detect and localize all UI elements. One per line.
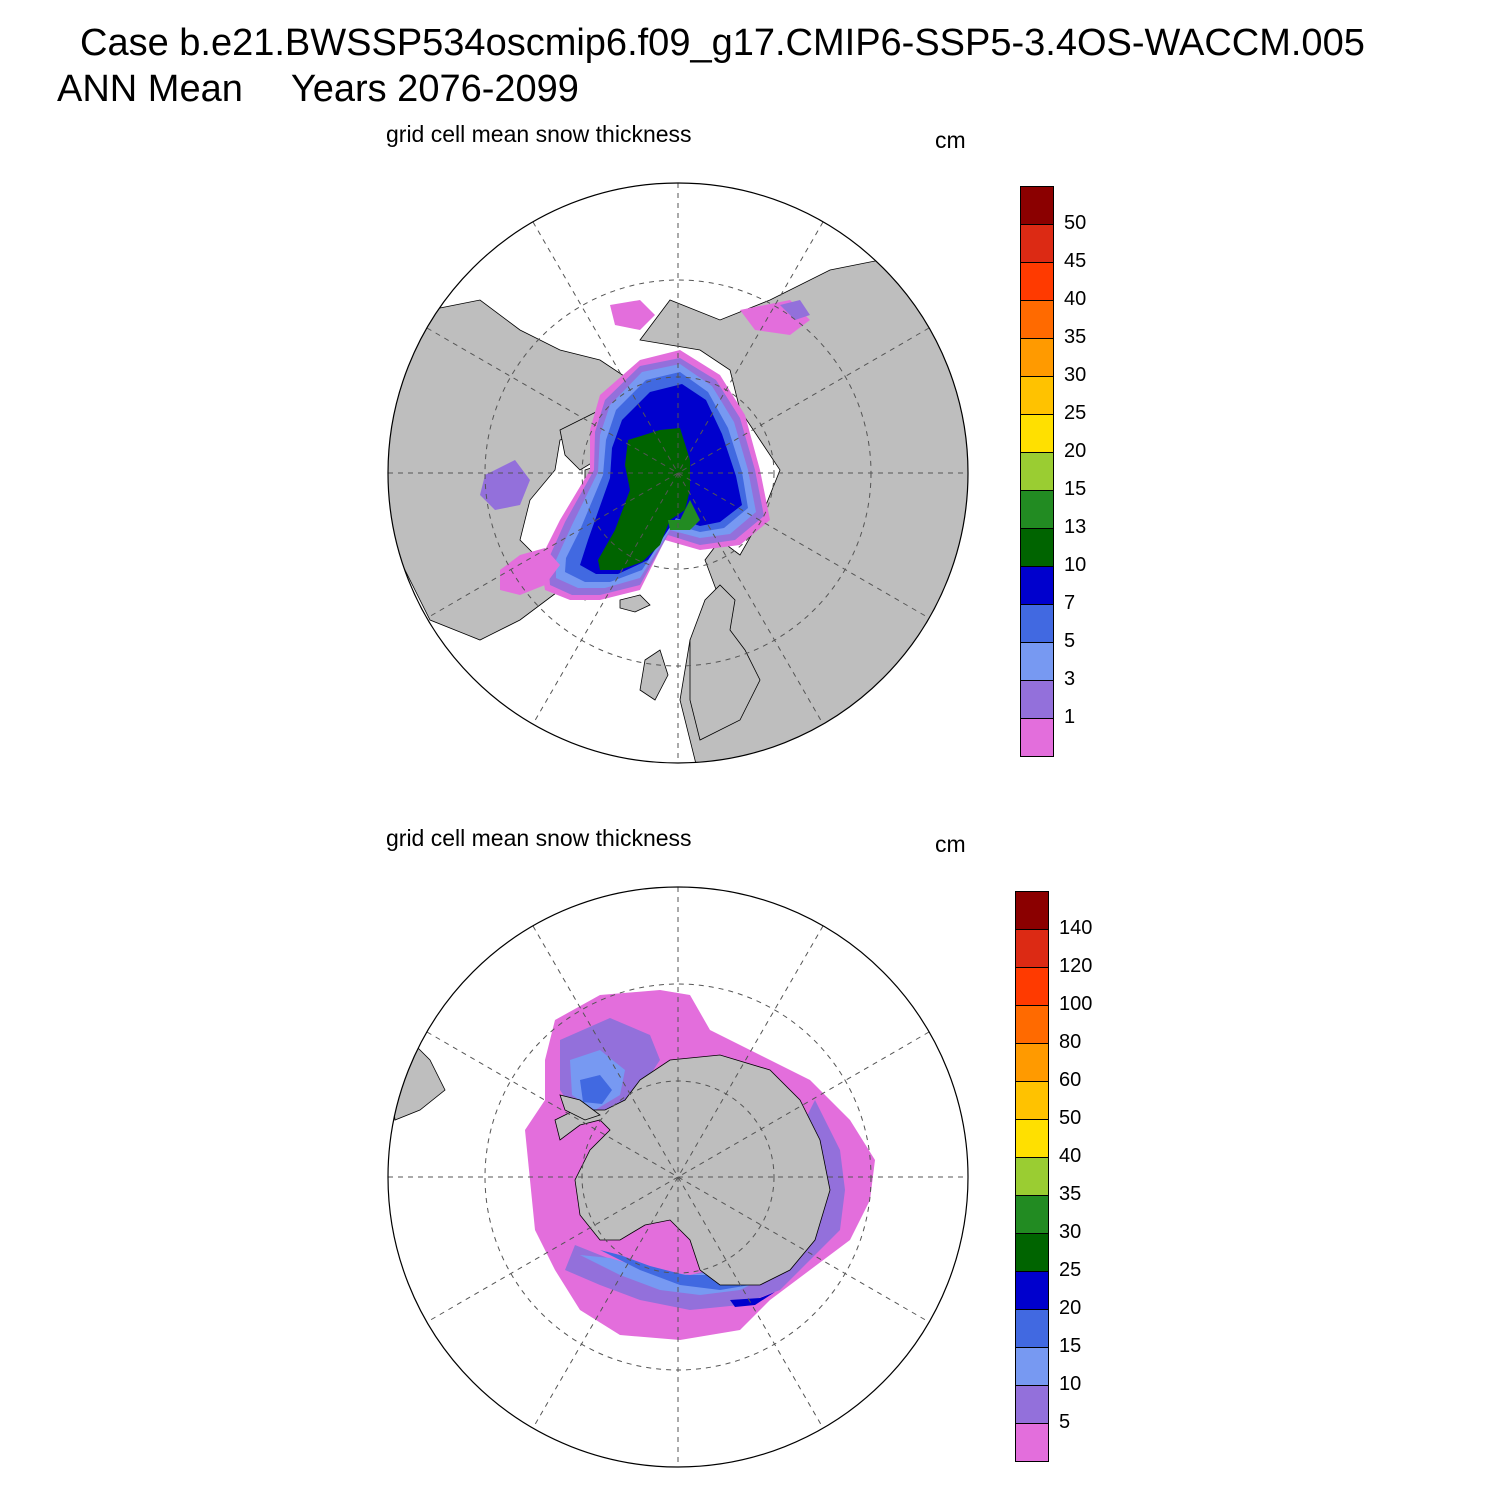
colorbar-label: 50	[1064, 212, 1087, 234]
colorbar-box	[1015, 1043, 1049, 1082]
nh-panel-title: grid cell mean snow thickness	[386, 121, 692, 147]
colorbar-box	[1020, 528, 1054, 567]
colorbar-box	[1015, 1385, 1049, 1424]
colorbar-box	[1020, 186, 1054, 225]
colorbar-box	[1020, 680, 1054, 719]
colorbar-label: 50	[1059, 1107, 1082, 1129]
colorbar-label: 40	[1064, 288, 1087, 310]
season-label: ANN Mean	[57, 68, 243, 110]
colorbar-box	[1020, 376, 1054, 415]
colorbar-label: 80	[1059, 1031, 1082, 1053]
colorbar-label: 20	[1059, 1297, 1082, 1319]
colorbar-label: 13	[1064, 516, 1087, 538]
case-title: Case b.e21.BWSSP534oscmip6.f09_g17.CMIP6…	[80, 22, 1365, 64]
colorbar-box	[1020, 604, 1054, 643]
sh-map-border	[387, 886, 969, 1468]
colorbar-label: 120	[1059, 955, 1093, 977]
sh-graticule	[388, 887, 968, 1467]
colorbar-box	[1020, 452, 1054, 491]
colorbar-box	[1015, 967, 1049, 1006]
colorbar-label: 30	[1064, 364, 1087, 386]
colorbar-label: 1	[1064, 706, 1076, 728]
colorbar-label: 7	[1064, 592, 1076, 614]
colorbar-box	[1020, 414, 1054, 453]
colorbar-label: 10	[1064, 554, 1087, 576]
colorbar-label: 60	[1059, 1069, 1082, 1091]
nh-map-border	[387, 182, 969, 764]
nh-polar-map	[387, 182, 969, 764]
colorbar-label: 5	[1059, 1411, 1071, 1433]
colorbar-label: 25	[1059, 1259, 1082, 1281]
years-label: Years 2076-2099	[290, 68, 579, 110]
nh-units-label: cm	[935, 127, 966, 153]
colorbar-box	[1015, 1423, 1049, 1462]
colorbar-label: 40	[1059, 1145, 1082, 1167]
colorbar-label: 35	[1064, 326, 1087, 348]
colorbar-box	[1015, 1081, 1049, 1120]
colorbar-box	[1020, 642, 1054, 681]
colorbar-box	[1015, 1271, 1049, 1310]
colorbar-label: 5	[1064, 630, 1076, 652]
colorbar-box	[1015, 1347, 1049, 1386]
sh-panel-title: grid cell mean snow thickness	[386, 825, 692, 851]
colorbar-label: 30	[1059, 1221, 1082, 1243]
sh-units-label: cm	[935, 831, 966, 857]
colorbar-box	[1015, 929, 1049, 968]
colorbar-box	[1015, 1157, 1049, 1196]
colorbar-box	[1020, 300, 1054, 339]
colorbar-label: 10	[1059, 1373, 1082, 1395]
colorbar-box	[1015, 1233, 1049, 1272]
colorbar-box	[1015, 1119, 1049, 1158]
sh-antarctica	[554, 1054, 831, 1286]
colorbar-label: 20	[1064, 440, 1087, 462]
colorbar-box	[1015, 1195, 1049, 1234]
colorbar-label: 25	[1064, 402, 1087, 424]
colorbar-box	[1015, 1309, 1049, 1348]
colorbar-label: 15	[1059, 1335, 1082, 1357]
colorbar-box	[1020, 490, 1054, 529]
colorbar-label: 3	[1064, 668, 1076, 690]
colorbar-box	[1020, 262, 1054, 301]
sh-polar-map	[387, 886, 969, 1468]
colorbar-box	[1020, 224, 1054, 263]
sh-peninsula	[559, 1094, 601, 1121]
colorbar-label: 15	[1064, 478, 1087, 500]
colorbar-box	[1020, 718, 1054, 757]
nh-graticule	[388, 183, 968, 763]
colorbar-label: 100	[1059, 993, 1093, 1015]
colorbar-box	[1015, 891, 1049, 930]
colorbar-label: 35	[1059, 1183, 1082, 1205]
colorbar-box	[1015, 1005, 1049, 1044]
colorbar-label: 140	[1059, 917, 1093, 939]
period-title: ANN Mean Years 2076-2099	[57, 70, 579, 108]
colorbar-box	[1020, 338, 1054, 377]
colorbar-label: 45	[1064, 250, 1087, 272]
colorbar-box	[1020, 566, 1054, 605]
